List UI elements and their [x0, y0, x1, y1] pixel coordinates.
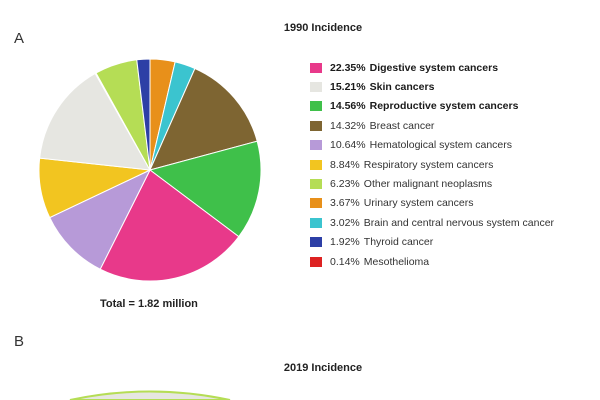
chart-title-2019: 2019 Incidence	[283, 362, 363, 374]
legend-item: 14.56% Reproductive system cancers	[310, 97, 595, 116]
pie-slice-hematological-system-cancers	[49, 168, 152, 270]
legend-label: Brain and central nervous system cancer	[363, 216, 555, 229]
legend-percent: 3.67%	[330, 197, 360, 210]
legend-swatch	[310, 198, 322, 209]
legend-swatch	[310, 217, 322, 228]
legend-swatch	[310, 82, 322, 93]
legend-label: Urinary system cancers	[363, 197, 474, 210]
total-label: Total = 1.82 million	[100, 298, 198, 310]
pie-chart-2019-partial	[69, 390, 231, 400]
legend-label: Thyroid cancer	[363, 236, 434, 249]
legend-swatch	[310, 179, 322, 190]
legend-swatch	[310, 120, 322, 131]
legend-label: Breast cancer	[369, 119, 435, 132]
legend-item: 0.14% Mesothelioma	[310, 252, 595, 271]
legend-percent: 22.35%	[330, 61, 366, 74]
legend-item: 14.32% Breast cancer	[310, 116, 595, 135]
legend-swatch	[310, 62, 322, 73]
legend-item: 6.23% Other malignant neoplasms	[310, 174, 595, 193]
legend-label: Skin cancers	[369, 81, 435, 94]
pie-slice-skin-cancers	[39, 72, 151, 171]
legend-swatch	[310, 101, 322, 112]
pie-slice-digestive-system-cancers	[99, 169, 240, 282]
legend-swatch	[310, 159, 322, 170]
legend-item: 3.02% Brain and central nervous system ca…	[310, 213, 595, 232]
legend-label: Reproductive system cancers	[369, 100, 519, 113]
legend-percent: 3.02%	[330, 216, 360, 229]
panel-label-b: B	[14, 333, 25, 350]
legend-label: Mesothelioma	[363, 255, 430, 268]
pie-2019-top-edge	[69, 390, 231, 400]
legend-swatch	[310, 140, 322, 151]
legend-item: 8.84% Respiratory system cancers	[310, 155, 595, 174]
legend-item: 10.64% Hematological system cancers	[310, 136, 595, 155]
legend-percent: 15.21%	[330, 81, 366, 94]
pie-slice-reproductive-system-cancers	[148, 140, 262, 238]
legend-label: Hematological system cancers	[369, 139, 513, 152]
chart-title-1990: 1990 Incidence	[283, 22, 363, 34]
panel-label-a: A	[14, 30, 25, 47]
legend-item: 3.67% Urinary system cancers	[310, 194, 595, 213]
legend-label: Other malignant neoplasms	[363, 178, 493, 191]
legend-percent: 14.32%	[330, 119, 366, 132]
legend-percent: 8.84%	[330, 158, 360, 171]
legend-percent: 1.92%	[330, 236, 360, 249]
legend-swatch	[310, 256, 322, 267]
pie-chart-1990	[38, 58, 262, 282]
legend-item: 15.21% Skin cancers	[310, 77, 595, 96]
legend-percent: 6.23%	[330, 178, 360, 191]
legend-percent: 10.64%	[330, 139, 366, 152]
legend-percent: 0.14%	[330, 255, 360, 268]
legend-item: 1.92% Thyroid cancer	[310, 233, 595, 252]
legend-1990: 22.35% Digestive system cancers 15.21% Skin…	[310, 58, 595, 271]
legend-swatch	[310, 237, 322, 248]
legend-percent: 14.56%	[330, 100, 366, 113]
legend-label: Respiratory system cancers	[363, 158, 494, 171]
pie-slice-thyroid-cancer	[136, 58, 151, 171]
legend-label: Digestive system cancers	[369, 61, 499, 74]
pie-slice-breast-cancer	[149, 67, 258, 171]
legend-item: 22.35% Digestive system cancers	[310, 58, 595, 77]
